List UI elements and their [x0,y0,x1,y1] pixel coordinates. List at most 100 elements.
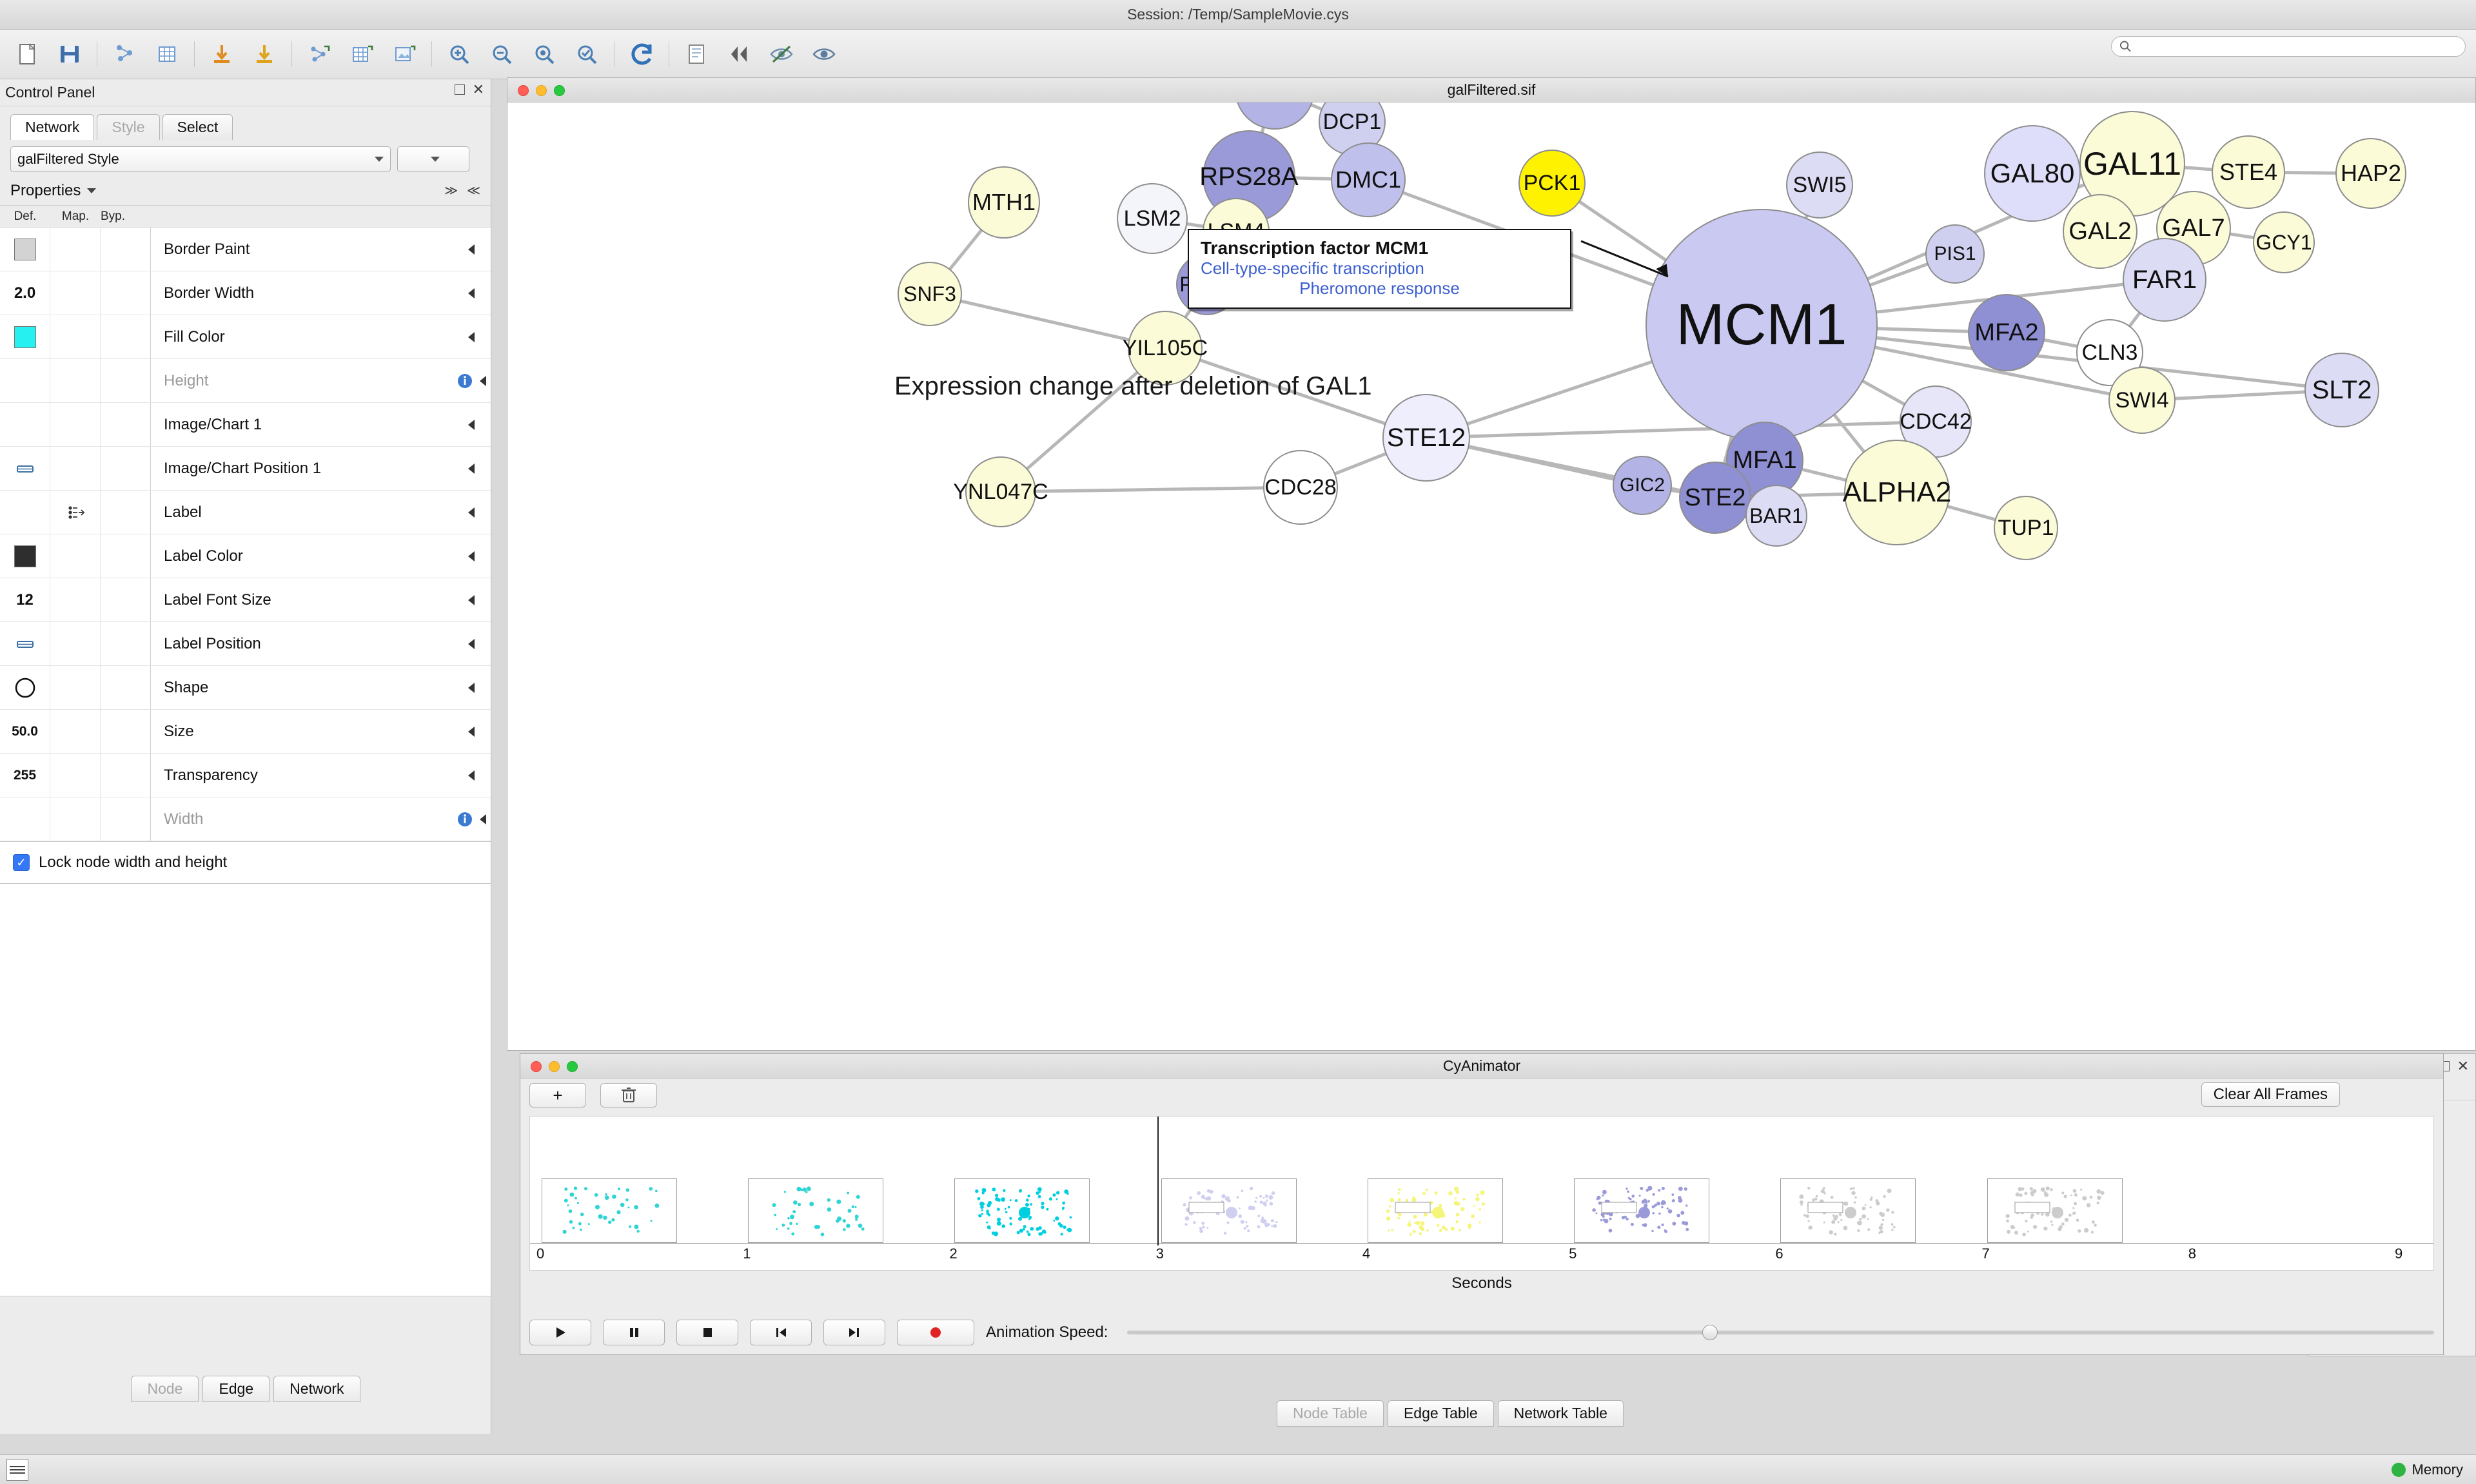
timeline-frame[interactable] [1367,1178,1503,1243]
close-window-button[interactable] [518,85,529,96]
hide-selected-icon[interactable] [765,37,798,71]
default-value-cell[interactable] [0,622,50,665]
row-expand[interactable] [452,811,491,828]
network-node[interactable]: STE4 [2212,135,2285,209]
timeline-playhead[interactable] [1157,1117,1159,1245]
network-node[interactable]: GAL80 [1984,125,2081,222]
mapping-cell[interactable] [50,315,101,358]
tab-network[interactable]: Network [10,114,95,140]
default-value-cell[interactable] [0,447,50,490]
clear-all-frames-button[interactable]: Clear All Frames [2201,1082,2340,1107]
mapping-cell[interactable] [50,622,101,665]
row-expand[interactable] [452,373,491,389]
network-node[interactable]: CDC28 [1263,450,1338,525]
float-panel-icon[interactable] [454,84,465,95]
tab-style[interactable]: Style [97,114,160,140]
record-button[interactable] [897,1320,974,1345]
import-table-icon[interactable] [150,37,184,71]
default-value-cell[interactable]: 50.0 [0,710,50,753]
style-options-menu[interactable] [397,146,469,172]
network-node[interactable]: MTH1 [968,166,1040,239]
maximize-window-button[interactable] [554,85,565,96]
row-expand[interactable] [452,682,491,693]
search-input-wrapper[interactable] [2111,36,2466,57]
network-node[interactable]: ALPHA2 [1843,440,1951,545]
default-value-cell[interactable] [0,228,50,271]
table-row[interactable]: Border Paint [0,228,491,271]
zoom-selected-icon[interactable] [527,37,561,71]
table-row[interactable]: 255 Transparency [0,754,491,797]
network-node[interactable]: YIL105C [1123,311,1208,386]
show-all-icon[interactable] [807,37,841,71]
table-row[interactable]: Label [0,491,491,534]
export-image-icon[interactable] [388,37,421,71]
network-node[interactable]: STE2 [1679,462,1751,534]
export-network-icon[interactable] [302,37,336,71]
fit-selected-icon[interactable] [570,37,604,71]
slider-knob[interactable] [1702,1325,1718,1340]
network-node[interactable]: SWI5 [1786,151,1853,219]
play-button[interactable] [529,1320,591,1345]
circle-shape-icon[interactable] [14,677,36,699]
properties-header[interactable]: Properties ≫ ≪ [0,176,491,206]
row-expand[interactable] [452,419,491,430]
row-expand[interactable] [452,551,491,561]
row-expand[interactable] [452,594,491,605]
color-swatch[interactable] [14,238,36,260]
network-node[interactable]: PIS1 [1925,224,1985,284]
table-row[interactable]: Width [0,797,491,841]
timeline-frame[interactable] [954,1178,1090,1243]
info-icon[interactable] [457,811,473,828]
bypass-cell[interactable] [101,228,151,271]
mapping-cell[interactable] [50,534,101,578]
memory-status[interactable]: Memory [2391,1461,2463,1478]
timeline-frame[interactable] [1574,1178,1710,1243]
color-swatch[interactable] [14,545,36,567]
table-row[interactable]: Label Position [0,622,491,666]
table-row[interactable]: Shape [0,666,491,710]
add-frame-button[interactable]: + [529,1083,586,1108]
network-node[interactable]: GIC2 [1613,456,1672,515]
export-table-icon[interactable] [345,37,378,71]
bypass-cell[interactable] [101,491,151,534]
row-expand[interactable] [452,770,491,781]
close-window-button[interactable] [531,1061,542,1072]
default-value-cell[interactable] [0,403,50,446]
import-network-file-icon[interactable] [205,37,239,71]
network-node[interactable]: LSM2 [1117,183,1188,254]
timeline[interactable]: 0 1 2 3 4 5 6 7 8 9 [529,1116,2434,1271]
position-icon[interactable] [15,461,35,476]
skip-end-button[interactable] [823,1320,885,1345]
task-list-icon[interactable] [6,1458,28,1481]
mapping-cell[interactable] [50,228,101,271]
network-node[interactable]: MCM1 [1646,209,1878,441]
bypass-cell[interactable] [101,666,151,709]
save-session-icon[interactable] [53,37,86,71]
table-row[interactable]: 12 Label Font Size [0,578,491,622]
delete-frame-button[interactable] [600,1083,657,1108]
tab-network-table[interactable]: Network Table [1497,1400,1624,1427]
bypass-cell[interactable] [101,315,151,358]
default-value-cell[interactable] [0,315,50,358]
default-value-cell[interactable] [0,534,50,578]
row-expand[interactable] [452,507,491,518]
bypass-cell[interactable] [101,447,151,490]
bypass-cell[interactable] [101,271,151,315]
table-row[interactable]: Image/Chart 1 [0,403,491,447]
close-icon[interactable]: ✕ [2457,1058,2469,1074]
mapping-cell[interactable] [50,491,101,534]
network-node[interactable]: TUP1 [1994,496,2058,560]
mapping-cell[interactable] [50,271,101,315]
bypass-cell[interactable] [101,622,151,665]
mapping-cell[interactable] [50,754,101,797]
bottom-tab-edge[interactable]: Edge [202,1375,270,1402]
network-node[interactable]: SLT2 [2304,353,2379,427]
row-expand[interactable] [452,463,491,474]
network-node[interactable]: DMC1 [1331,142,1406,217]
bottom-tab-node[interactable]: Node [131,1375,199,1402]
tab-edge-table[interactable]: Edge Table [1387,1400,1494,1427]
timeline-frame[interactable] [1780,1178,1916,1243]
bottom-tab-network[interactable]: Network [273,1375,360,1402]
mapping-cell[interactable] [50,710,101,753]
info-icon[interactable] [457,373,473,389]
